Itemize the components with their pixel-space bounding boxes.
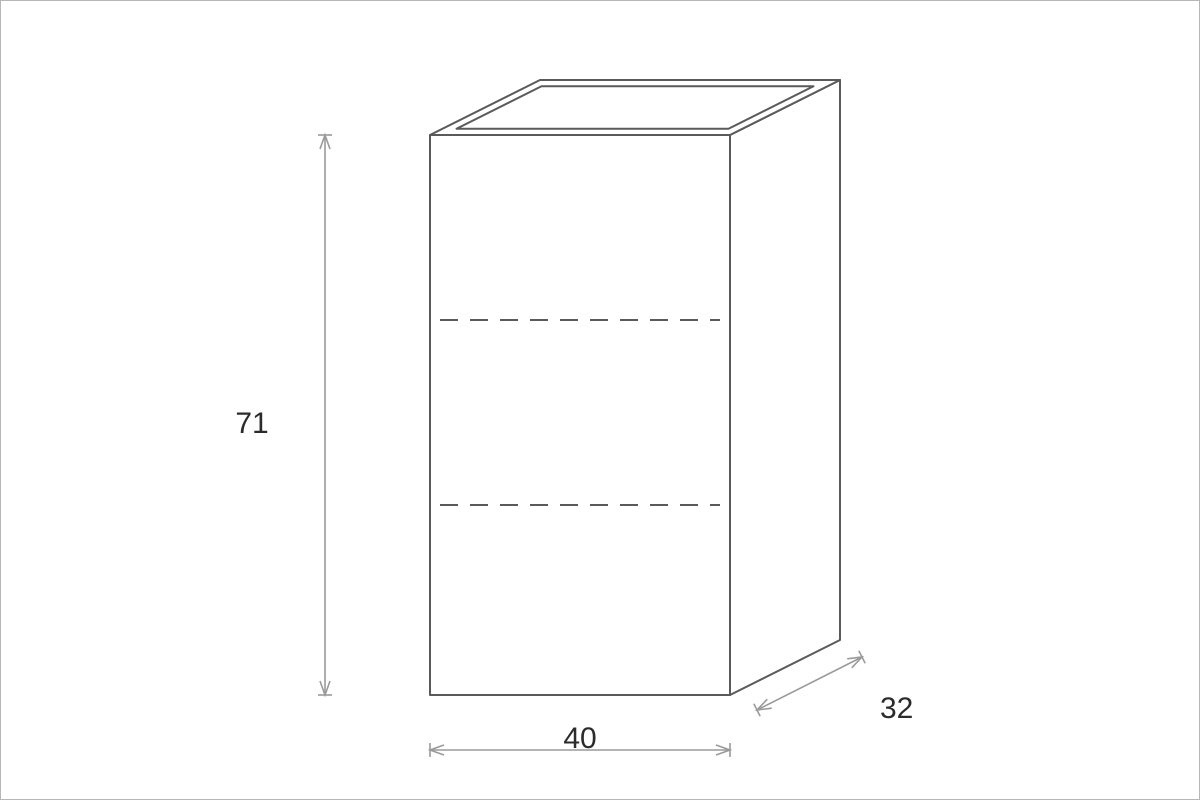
dim-width-label: 40	[563, 722, 596, 755]
dim-height-label: 71	[235, 407, 268, 440]
dim-depth-arrow-start	[757, 699, 772, 710]
cabinet-dimension-drawing: 71 40 32	[0, 0, 1200, 800]
dim-depth-label: 32	[880, 692, 913, 725]
dim-depth-arrow-end	[847, 657, 862, 668]
cabinet-side-face	[730, 80, 840, 695]
diagram-canvas: 71 40 32	[0, 0, 1200, 800]
cabinet-body	[430, 80, 840, 695]
cabinet-front-face	[430, 135, 730, 695]
